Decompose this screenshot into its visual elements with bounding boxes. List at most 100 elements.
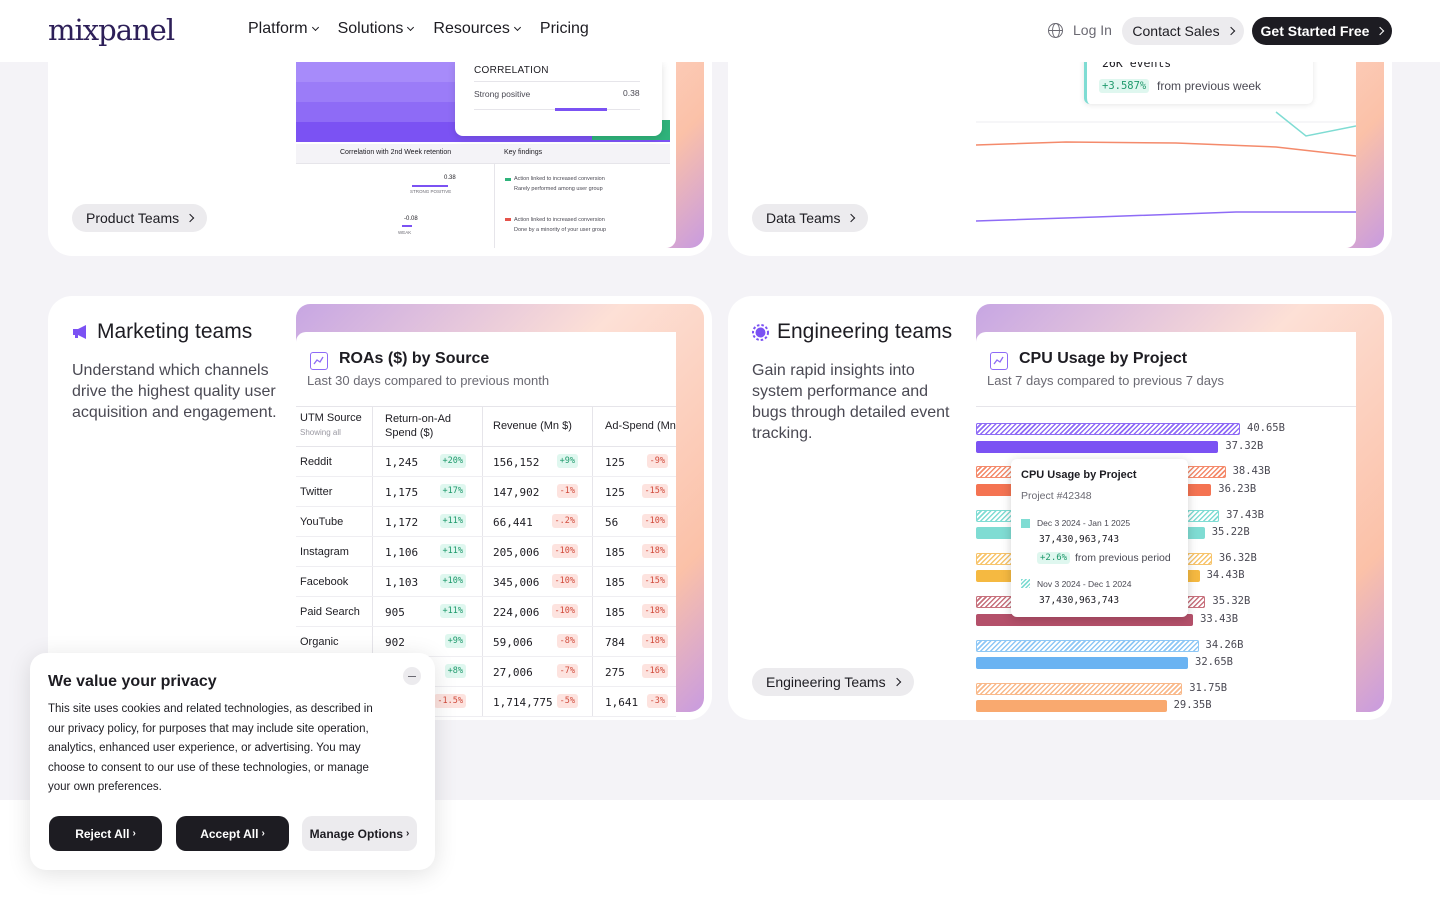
accept-all-button[interactable]: Accept All › [176, 816, 289, 851]
heatmap-cell [296, 62, 456, 82]
delta-badge: -1.5% [434, 694, 466, 708]
column-header[interactable]: Ad-Spend (Mn [605, 420, 676, 432]
chevron-down-icon [311, 23, 319, 31]
table-body: Reddit 1,245 156,152 125 +20% +9% -9% Twitter 1,… [296, 447, 676, 717]
correlation-title: CORRELATION [474, 65, 549, 76]
marketing-description: Understand which channels drive the high… [72, 362, 277, 421]
column-header[interactable]: Revenue (Mn $) [493, 420, 572, 432]
nav-solutions[interactable]: Solutions [338, 20, 415, 38]
table-row[interactable]: YouTube 1,172 66,441 56 +11% -.2% -10% [296, 507, 676, 537]
cpu-bar[interactable] [976, 700, 1167, 713]
column-header[interactable]: Return-on-Ad Spend ($) [385, 413, 452, 439]
delta-badge: +11% [439, 514, 466, 528]
chevron-down-icon [513, 23, 521, 31]
bar-label: 34.26B [1205, 638, 1244, 651]
table-cell: 59,006 [493, 636, 533, 649]
globe-icon[interactable] [1048, 23, 1063, 38]
table-cell: 784 [605, 636, 625, 649]
table-cell: 905 [385, 606, 405, 619]
login-link[interactable]: Log In [1073, 22, 1112, 38]
product-teams-pill[interactable]: Product Teams [72, 204, 208, 232]
collapse-icon[interactable] [403, 667, 421, 685]
table-cell: Twitter [300, 486, 333, 498]
series-line [1275, 111, 1356, 137]
cpu-bar[interactable] [976, 440, 1219, 453]
marketing-title: Marketing teams [72, 320, 252, 344]
bar-label: 36.32B [1218, 551, 1257, 564]
data-teams-pill[interactable]: Data Teams [752, 204, 869, 232]
table-cell: Organic [300, 636, 339, 648]
table-cell: 224,006 [493, 606, 540, 619]
delta-badge: -10% [641, 514, 668, 528]
delta-badge: -7% [556, 664, 578, 678]
nav-pricing[interactable]: Pricing [539, 20, 589, 37]
cookie-title: We value your privacy [48, 673, 217, 690]
cpu-bar[interactable] [976, 423, 1240, 435]
bar-label: 32.65B [1195, 656, 1233, 668]
engineering-teams-pill[interactable]: Engineering Teams [752, 668, 914, 696]
table-header: UTM Source Showing all Return-on-Ad Spen… [296, 407, 676, 447]
chart-icon [990, 352, 1008, 370]
column-subheader: Showing all [300, 428, 341, 437]
correlation-value: 0.38 [623, 88, 640, 98]
manage-options-button[interactable]: Manage Options › [302, 816, 417, 851]
table-cell: 1,641 [605, 696, 639, 709]
cpu-bar[interactable] [976, 657, 1189, 669]
cpu-bar[interactable] [976, 639, 1199, 652]
column-header[interactable]: UTM Source [300, 412, 362, 424]
engineering-description: Gain rapid insights into system performa… [752, 362, 950, 442]
logo[interactable]: mixpanel [48, 13, 175, 47]
divider [296, 406, 676, 407]
strong-value: 0.38 [444, 175, 456, 181]
table-row[interactable]: Instagram 1,106 205,006 185 +11% -10% -18% [296, 537, 676, 567]
bar-label: 35.32B [1212, 595, 1251, 608]
gear-icon [752, 323, 769, 341]
table-row[interactable]: 1,714,775 1,641 -1.5% -5% -3% [296, 687, 676, 717]
table-row[interactable]: Paid Search 905 224,006 185 +11% -10% -18% [296, 597, 676, 627]
table-row[interactable]: Facebook 1,103 345,006 185 +10% -10% -15% [296, 567, 676, 597]
divider [494, 164, 495, 248]
heatmap-cell [296, 82, 456, 102]
table-row[interactable]: Twitter 1,175 147,902 125 +17% -1% -15% [296, 477, 676, 507]
series-line [976, 211, 1356, 222]
tooltip-change: +2.6% [1037, 552, 1071, 564]
bar-label: 31.75B [1189, 681, 1228, 694]
chevron-right-icon [1226, 26, 1235, 36]
tooltip-value: 37,430,963,743 [1039, 595, 1120, 606]
legend-swatch [1021, 519, 1030, 528]
bar-label: 36.23B [1218, 482, 1257, 495]
bar-label: 38.43B [1232, 465, 1271, 478]
megaphone-icon [73, 325, 86, 339]
nav-resources[interactable]: Resources [433, 20, 521, 38]
table-cell: 56 [605, 516, 619, 529]
contact-sales-button[interactable]: Contact Sales [1122, 17, 1244, 45]
heatmap-cell [296, 102, 456, 122]
finding-marker [505, 218, 511, 221]
table-row[interactable]: 27,006 275 +8% -7% -16% [296, 657, 676, 687]
finding-marker [505, 178, 511, 181]
table-row[interactable]: Organic 902 59,006 784 +9% -8% -18% [296, 627, 676, 657]
top-nav: mixpanel Platform Solutions Resources Pr… [0, 0, 1440, 62]
table-cell: 147,902 [493, 486, 540, 499]
delta-badge: +10% [439, 574, 466, 588]
correlation-label: Strong positive [474, 89, 531, 99]
table-cell: 185 [605, 576, 625, 589]
cpu-bar[interactable] [976, 682, 1183, 695]
table-cell: Paid Search [300, 606, 360, 618]
table-cell: 1,106 [385, 546, 419, 559]
nav-platform[interactable]: Platform [248, 20, 319, 38]
table-cell: 27,006 [493, 666, 533, 679]
table-row[interactable]: Reddit 1,245 156,152 125 +20% +9% -9% [296, 447, 676, 477]
table-cell: 1,175 [385, 486, 419, 499]
get-started-button[interactable]: Get Started Free [1252, 17, 1392, 45]
reject-all-button[interactable]: Reject All › [49, 816, 162, 851]
panel-title: CPU Usage by Project [1019, 350, 1188, 367]
line-chart [976, 111, 1356, 222]
finding-text: Action linked to increased conversion [514, 176, 605, 182]
delta-badge: -10% [551, 574, 578, 588]
weak-bar [402, 225, 412, 227]
column-divider [372, 407, 373, 717]
delta-badge: +11% [439, 604, 466, 618]
delta-badge: +9% [444, 634, 466, 648]
panel-title: ROAs ($) by Source [339, 350, 490, 367]
